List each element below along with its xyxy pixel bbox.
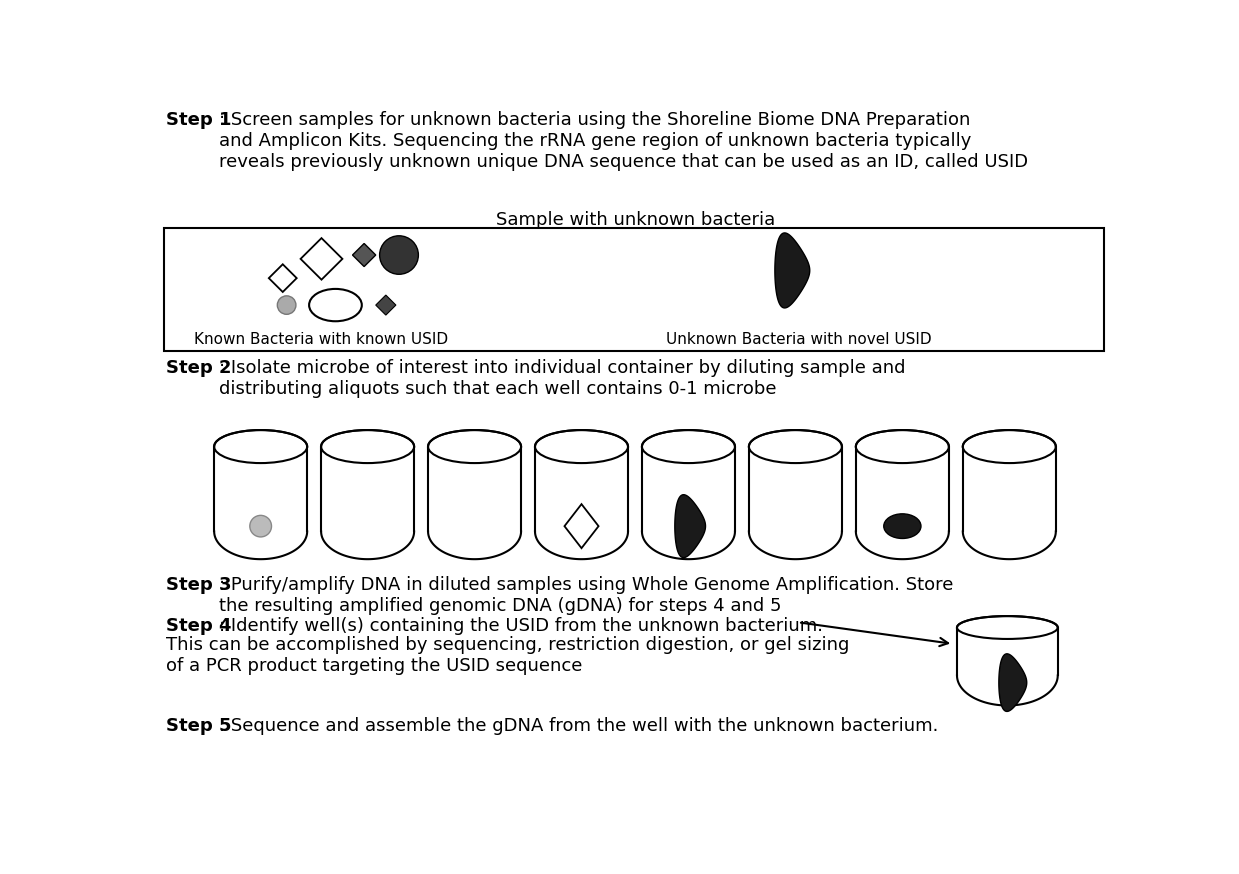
Polygon shape bbox=[675, 495, 705, 558]
Ellipse shape bbox=[535, 430, 628, 463]
Text: Step 3: Step 3 bbox=[166, 576, 232, 594]
Text: Step 5: Step 5 bbox=[166, 717, 232, 735]
Text: Sample with unknown bacteria: Sample with unknown bacteria bbox=[496, 212, 776, 229]
Polygon shape bbox=[642, 447, 735, 559]
Polygon shape bbox=[214, 447, 307, 559]
Text: Step 4: Step 4 bbox=[166, 617, 232, 635]
Polygon shape bbox=[856, 447, 949, 559]
Ellipse shape bbox=[642, 430, 735, 463]
Text: Unknown Bacteria with novel USID: Unknown Bacteria with novel USID bbox=[667, 332, 932, 347]
Text: Known Bacteria with known USID: Known Bacteria with known USID bbox=[193, 332, 447, 347]
Polygon shape bbox=[957, 628, 1058, 705]
Text: This can be accomplished by sequencing, restriction digestion, or gel sizing
of : This can be accomplished by sequencing, … bbox=[166, 636, 850, 675]
Polygon shape bbox=[427, 447, 522, 559]
Ellipse shape bbox=[856, 430, 949, 463]
Polygon shape bbox=[353, 244, 375, 267]
Ellipse shape bbox=[883, 514, 921, 538]
Polygon shape bbox=[535, 447, 628, 559]
Text: : Screen samples for unknown bacteria using the Shoreline Biome DNA Preparation
: : Screen samples for unknown bacteria us… bbox=[219, 111, 1028, 170]
Polygon shape bbox=[565, 504, 598, 548]
Polygon shape bbox=[301, 238, 342, 280]
Polygon shape bbox=[321, 447, 414, 559]
Text: : Sequence and assemble the gDNA from the well with the unknown bacterium.: : Sequence and assemble the gDNA from th… bbox=[219, 717, 939, 735]
Polygon shape bbox=[774, 232, 810, 308]
Ellipse shape bbox=[250, 516, 271, 537]
Polygon shape bbox=[269, 264, 296, 292]
Bar bbox=[165, 228, 1104, 351]
Ellipse shape bbox=[748, 430, 843, 463]
Ellipse shape bbox=[321, 430, 414, 463]
Polygon shape bbox=[963, 447, 1056, 559]
Ellipse shape bbox=[278, 295, 296, 315]
Polygon shape bbox=[375, 295, 396, 316]
Ellipse shape bbox=[214, 430, 307, 463]
Text: : Isolate microbe of interest into individual container by diluting sample and
d: : Isolate microbe of interest into indiv… bbox=[219, 359, 906, 398]
Ellipse shape bbox=[963, 430, 1056, 463]
Text: : Identify well(s) containing the USID from the unknown bacterium.: : Identify well(s) containing the USID f… bbox=[219, 617, 823, 635]
Ellipse shape bbox=[957, 616, 1058, 639]
Ellipse shape bbox=[379, 236, 419, 274]
Ellipse shape bbox=[309, 289, 362, 322]
Text: : Purify/amplify DNA in diluted samples using Whole Genome Amplification. Store
: : Purify/amplify DNA in diluted samples … bbox=[219, 576, 954, 615]
Text: Step 1: Step 1 bbox=[166, 111, 232, 129]
Polygon shape bbox=[748, 447, 843, 559]
Ellipse shape bbox=[427, 430, 522, 463]
Text: Step 2: Step 2 bbox=[166, 359, 232, 377]
Polygon shape bbox=[999, 654, 1027, 711]
